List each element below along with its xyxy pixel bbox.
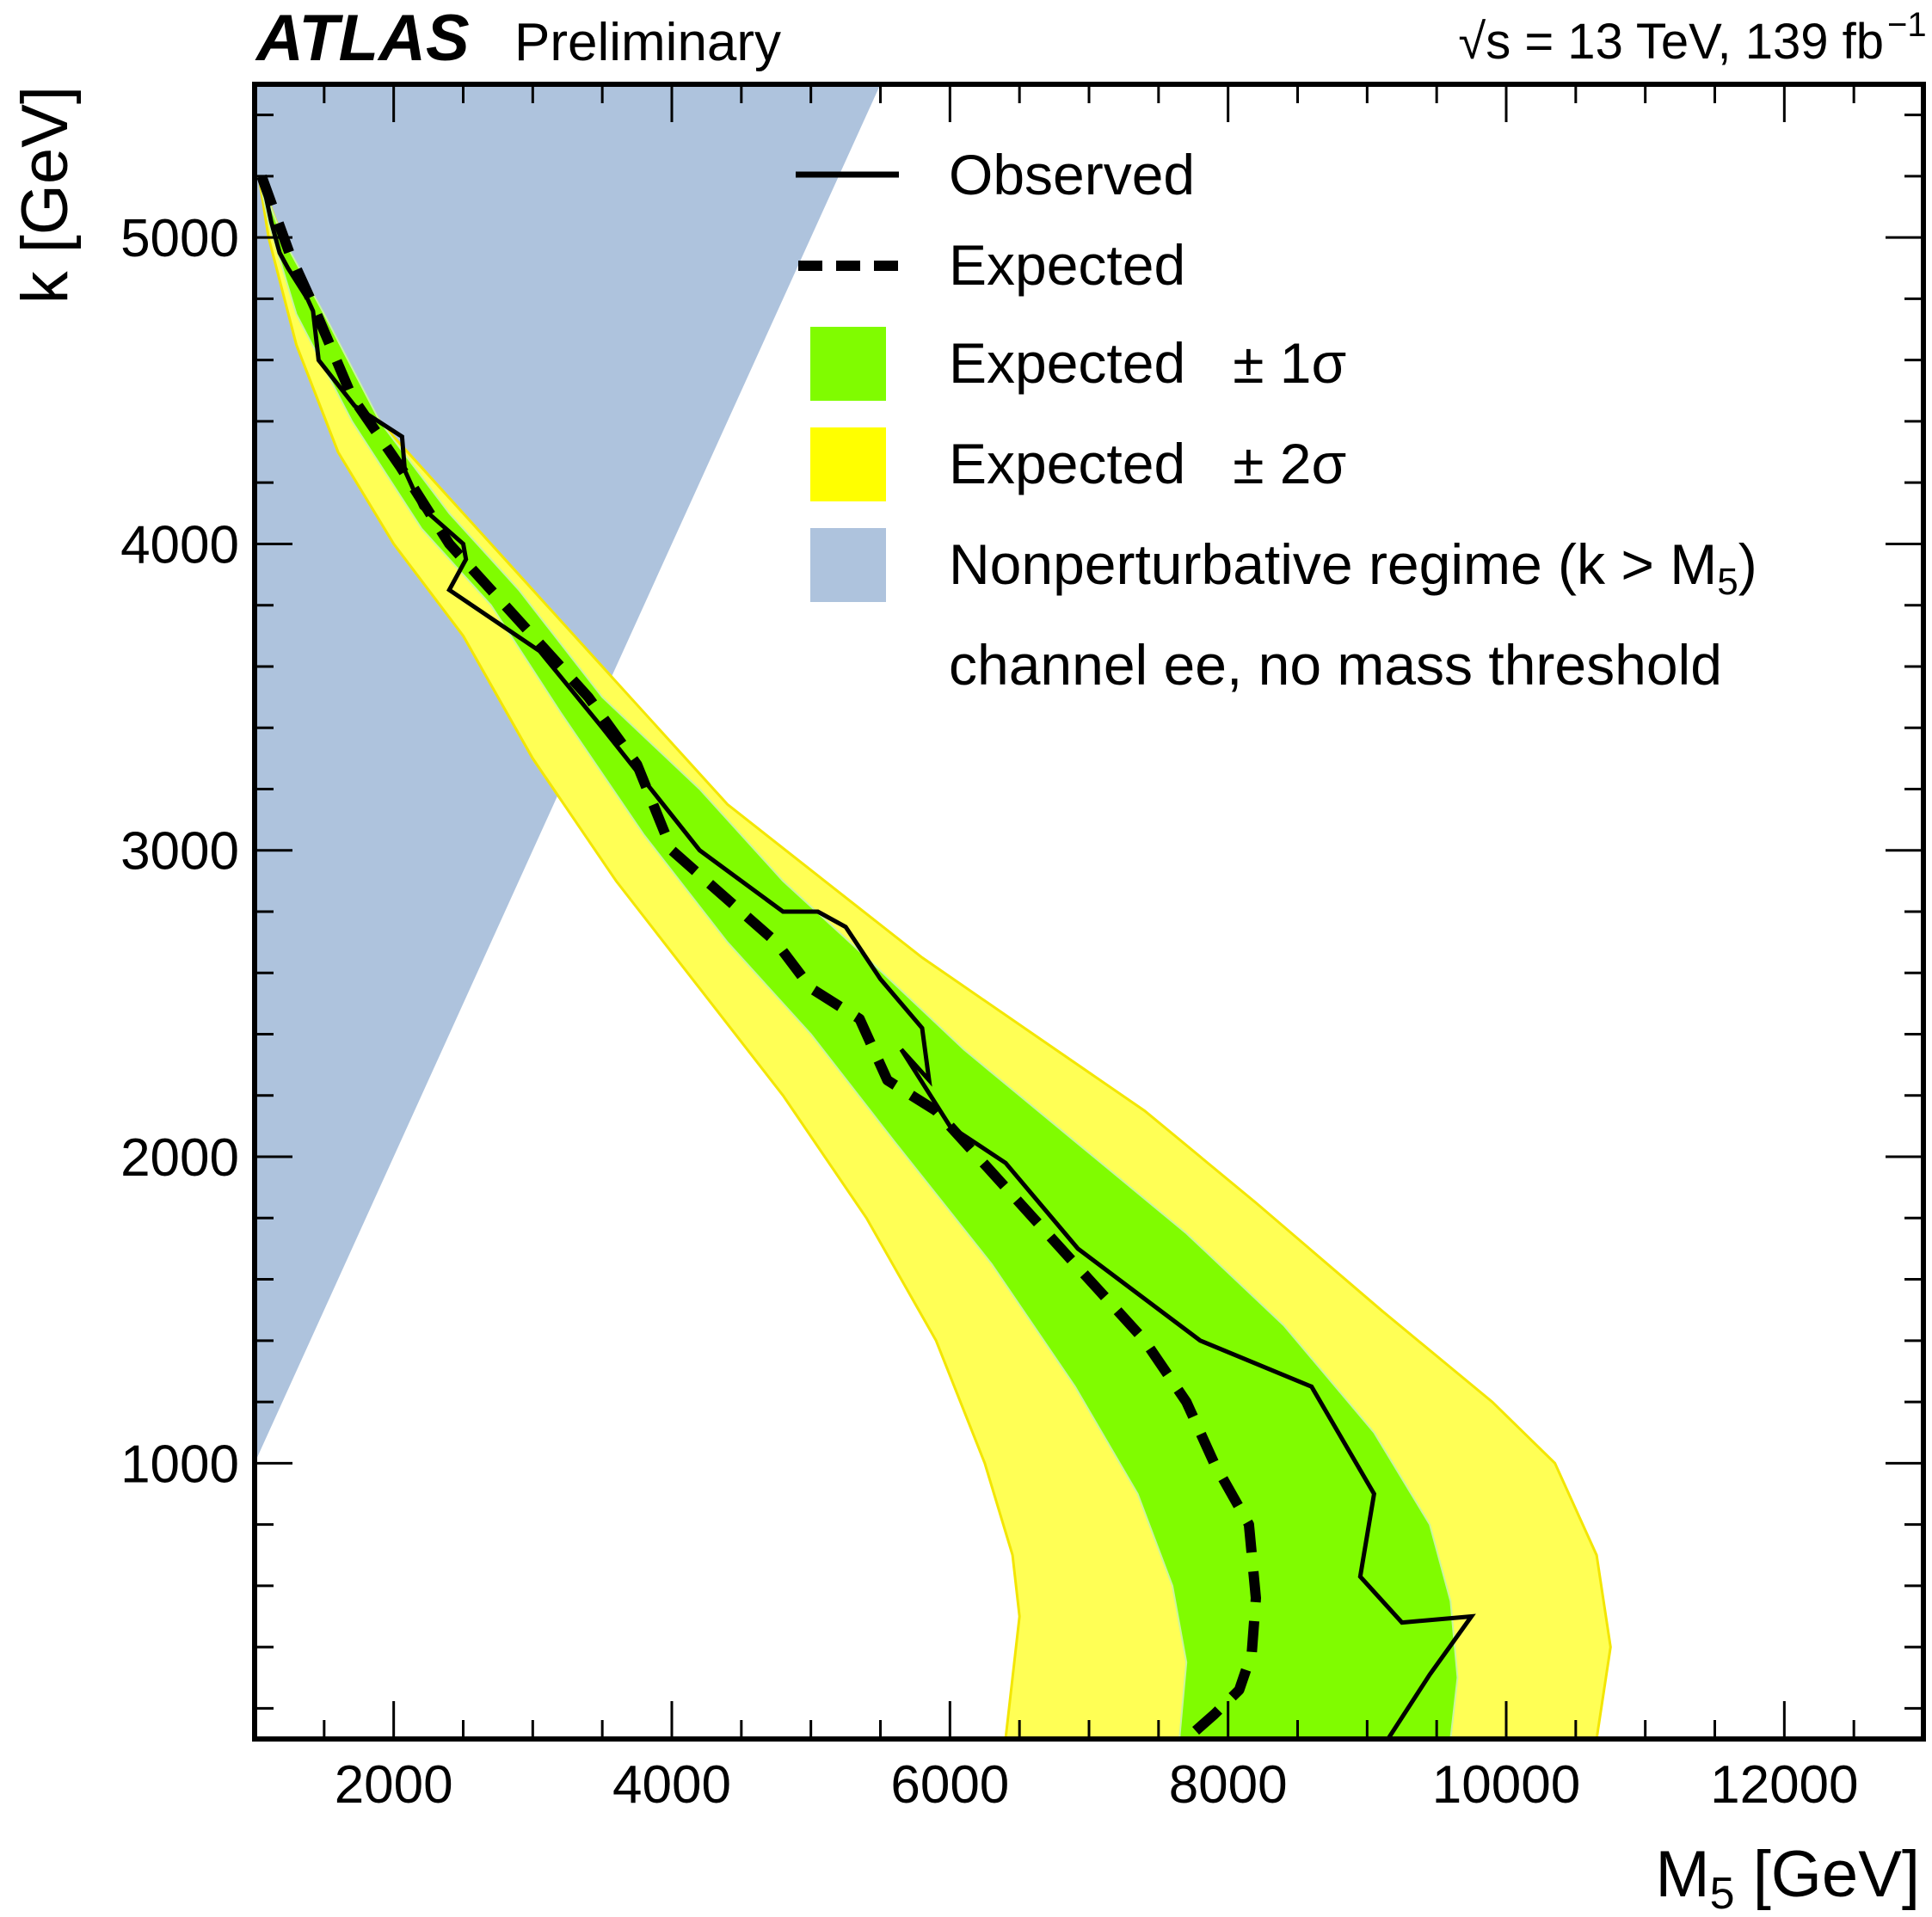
x-tick-label: 6000 <box>890 1755 1009 1815</box>
x-axis-title-main: M <box>1655 1838 1709 1911</box>
legend-label-nonpert: Nonperturbative regime (k > M5) <box>949 532 1757 603</box>
axis-ticks <box>253 84 1925 1739</box>
y-tick-label: 1000 <box>120 1435 239 1494</box>
y-tick-labels: 1000 2000 3000 4000 5000 <box>120 209 239 1494</box>
legend-swatch-band1 <box>810 327 886 401</box>
atlas-label: ATLAS <box>255 2 470 75</box>
legend-label-expected: Expected <box>949 233 1185 297</box>
x-tick-label: 12000 <box>1710 1755 1858 1815</box>
y-tick-label: 5000 <box>120 209 239 268</box>
legend-swatch-band2 <box>810 427 886 501</box>
energy-lumi-label: √s = 13 TeV, 139 fb <box>1458 14 1884 70</box>
x-axis-title-sub: 5 <box>1710 1869 1735 1917</box>
legend-label-band2: Expected ± 2σ <box>949 432 1346 495</box>
y-axis-title: k [GeV] <box>9 86 82 304</box>
legend-swatch-nonpert <box>810 528 886 602</box>
legend-label-nonpert-main: Nonperturbative regime (k > M <box>949 532 1717 596</box>
plot-area <box>255 84 1612 1739</box>
energy-lumi-superscript: −1 <box>1887 6 1927 44</box>
legend-label-observed: Observed <box>949 143 1195 206</box>
y-tick-label: 3000 <box>120 822 239 882</box>
x-tick-label: 4000 <box>612 1755 731 1815</box>
legend-note: channel ee, no mass threshold <box>949 633 1722 697</box>
legend: Observed Expected Expected ± 1σ Expected… <box>796 143 1757 697</box>
legend-label-nonpert-sub: 5 <box>1717 561 1738 603</box>
legend-label-band1: Expected ± 1σ <box>949 331 1346 395</box>
x-axis-title: M5 [GeV] <box>1655 1838 1920 1917</box>
x-tick-label: 8000 <box>1169 1755 1288 1815</box>
preliminary-label: Preliminary <box>514 13 781 72</box>
legend-label-nonpert-tail: ) <box>1738 532 1757 596</box>
x-tick-label: 10000 <box>1432 1755 1580 1815</box>
y-tick-label: 2000 <box>120 1128 239 1188</box>
x-tick-labels: 2000 4000 6000 8000 10000 12000 <box>335 1755 1859 1815</box>
series-line-observed <box>259 175 1476 1739</box>
series-line-expected <box>256 174 1261 1739</box>
y-tick-label: 4000 <box>120 515 239 574</box>
x-axis-title-unit: [GeV] <box>1735 1838 1920 1911</box>
band-1sigma <box>257 175 1459 1739</box>
x-tick-label: 2000 <box>335 1755 453 1815</box>
